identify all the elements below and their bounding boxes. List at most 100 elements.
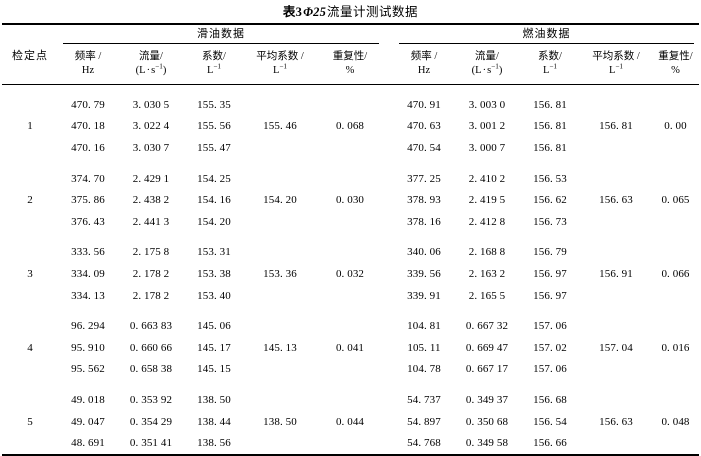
cell-fuel-flow: 2. 410 2 <box>468 172 506 185</box>
cell-oil-coefficient: 155. 56 <box>197 120 231 133</box>
column-header-gap <box>384 44 394 85</box>
cell-oil-frequency: 374. 70 <box>71 172 105 185</box>
cell-fuel-coefficient: 156. 81 <box>533 141 567 154</box>
group-spacer <box>2 306 699 315</box>
cell-fuel-flow: 3. 001 2 <box>468 120 506 133</box>
cell-fuel-frequency: 339. 56 <box>407 267 441 280</box>
cell-oil-flow: 2. 178 2 <box>132 289 170 302</box>
cell-fuel-repeatability: 0. 016 <box>661 341 690 354</box>
cell-oil-flow: 3. 022 4 <box>132 120 170 133</box>
cell-oil-coefficient: 154. 25 <box>197 172 231 185</box>
table-row: 2 374. 70 2. 429 1 154. 25 154. 20 0. 03… <box>2 168 699 207</box>
table-row: 470. 16 3. 030 7 155. 47 470. 54 3. 000 … <box>2 137 699 159</box>
measurement-table: 检定点 滑油数据 燃油数据 频率 / Hz <box>2 23 699 456</box>
cell-oil-frequency: 96. 294 <box>71 320 105 333</box>
col-header-fuel-average-unit: L−1 <box>608 62 624 76</box>
group-gap <box>384 25 394 44</box>
col-header-fuel-flow: 流量/ (L·s−1) <box>454 44 520 85</box>
cell-oil-flow: 0. 660 66 <box>129 341 173 354</box>
col-header-fuel-frequency: 频率 / Hz <box>394 44 454 85</box>
cell-inspection-point: 1 <box>27 120 33 133</box>
group-spacer <box>2 85 699 94</box>
cell-fuel-flow: 0. 350 68 <box>465 415 509 428</box>
cell-fuel-flow: 2. 163 2 <box>468 267 506 280</box>
row-gap <box>384 94 394 159</box>
table-row: 376. 43 2. 441 3 154. 20 378. 16 2. 412 … <box>2 211 699 233</box>
cell-fuel-frequency: 470. 91 <box>407 98 441 111</box>
cell-oil-coefficient: 154. 16 <box>197 194 231 207</box>
cell-oil-flow: 0. 663 83 <box>129 320 173 333</box>
cell-inspection-point: 4 <box>27 341 33 354</box>
cell-oil-flow: 2. 441 3 <box>132 215 170 228</box>
cell-fuel-flow: 0. 669 47 <box>465 341 509 354</box>
group-spacer <box>2 159 699 168</box>
cell-fuel-flow: 2. 419 5 <box>468 194 506 207</box>
cell-fuel-flow: 2. 412 8 <box>468 215 506 228</box>
cell-oil-repeatability: 0. 030 <box>335 194 365 207</box>
cell-oil-frequency: 376. 43 <box>71 215 105 228</box>
table-row: 95. 562 0. 658 38 145. 15 104. 78 0. 667… <box>2 359 699 381</box>
cell-inspection-point: 5 <box>27 415 33 428</box>
cell-oil-coefficient: 145. 06 <box>197 320 231 333</box>
caption-diameter-symbol: Φ25 <box>303 5 327 19</box>
group-rule-lube-oil <box>63 43 379 44</box>
cell-fuel-coefficient: 156. 53 <box>533 172 567 185</box>
cell-fuel-average: 156. 63 <box>599 415 633 428</box>
cell-oil-coefficient: 153. 38 <box>197 267 231 280</box>
col-header-oil-frequency-name: 频率 / <box>74 51 102 62</box>
cell-fuel-coefficient: 157. 06 <box>533 320 567 333</box>
table-row: 334. 09 2. 178 2 153. 38 339. 56 2. 163 … <box>2 263 699 285</box>
cell-oil-average: 145. 13 <box>263 341 297 354</box>
cell-oil-coefficient: 145. 17 <box>197 341 231 354</box>
col-header-fuel-coefficient-unit: L−1 <box>542 62 558 76</box>
rule-header-separator <box>2 84 699 85</box>
cell-fuel-frequency: 470. 63 <box>407 120 441 133</box>
col-header-fuel-coefficient-name: 系数/ <box>538 51 562 62</box>
group-header-lube-oil-label: 滑油数据 <box>197 28 245 40</box>
cell-fuel-frequency: 54. 897 <box>407 415 441 428</box>
cell-fuel-frequency: 54. 768 <box>407 437 441 450</box>
cell-oil-coefficient: 153. 31 <box>197 246 231 259</box>
cell-oil-repeatability: 0. 041 <box>335 341 365 354</box>
cell-inspection-point: 2 <box>27 194 33 207</box>
cell-oil-coefficient: 138. 56 <box>197 437 231 450</box>
cell-fuel-flow: 0. 349 37 <box>465 393 509 406</box>
cell-oil-frequency: 334. 09 <box>71 267 105 280</box>
col-header-fuel-repeatability: 重复性/ % <box>652 44 699 85</box>
stub-header-inspection-point: 检定点 <box>12 49 48 62</box>
cell-oil-flow: 2. 178 2 <box>132 267 170 280</box>
col-header-oil-average-name: 平均系数 / <box>256 51 304 62</box>
cell-fuel-coefficient: 156. 54 <box>533 415 567 428</box>
cell-oil-frequency: 375. 86 <box>71 194 105 207</box>
col-header-fuel-repeatability-name: 重复性/ <box>658 51 693 62</box>
table-row: 95. 910 0. 660 66 145. 17 105. 11 0. 669… <box>2 337 699 359</box>
cell-oil-flow: 3. 030 7 <box>132 141 170 154</box>
cell-fuel-coefficient: 156. 97 <box>533 289 567 302</box>
cell-fuel-coefficient: 157. 06 <box>533 363 567 376</box>
column-header-row: 频率 / Hz 流量/ (L·s−1) 系数/ L−1 平均系数 / L−1 <box>2 44 699 85</box>
col-header-oil-flow: 流量/ (L·s−1) <box>118 44 184 85</box>
table-container: 检定点 滑油数据 燃油数据 频率 / Hz <box>0 23 701 456</box>
cell-fuel-coefficient: 157. 02 <box>533 341 567 354</box>
cell-fuel-flow: 2. 165 5 <box>468 289 506 302</box>
cell-fuel-flow: 2. 168 8 <box>468 246 506 259</box>
cell-fuel-frequency: 339. 91 <box>407 289 441 302</box>
cell-fuel-frequency: 470. 54 <box>407 141 441 154</box>
group-header-fuel-oil: 燃油数据 <box>394 25 699 44</box>
cell-oil-flow: 0. 351 41 <box>129 437 173 450</box>
cell-fuel-frequency: 105. 11 <box>407 341 441 354</box>
table-caption: 表3Φ25流量计测试数据 <box>0 0 701 19</box>
cell-fuel-flow: 3. 003 0 <box>468 98 506 111</box>
col-header-fuel-repeatability-unit: % <box>671 65 680 76</box>
cell-oil-average: 138. 50 <box>263 415 297 428</box>
cell-oil-flow: 0. 354 29 <box>129 415 173 428</box>
cell-oil-frequency: 470. 79 <box>71 98 105 111</box>
cell-oil-average: 154. 20 <box>263 194 297 207</box>
cell-fuel-frequency: 54. 737 <box>407 393 441 406</box>
cell-oil-frequency: 470. 16 <box>71 141 105 154</box>
cell-oil-coefficient: 154. 20 <box>197 215 231 228</box>
col-header-fuel-coefficient: 系数/ L−1 <box>520 44 580 85</box>
cell-fuel-average: 156. 81 <box>599 120 633 133</box>
group-header-lube-oil: 滑油数据 <box>58 25 384 44</box>
